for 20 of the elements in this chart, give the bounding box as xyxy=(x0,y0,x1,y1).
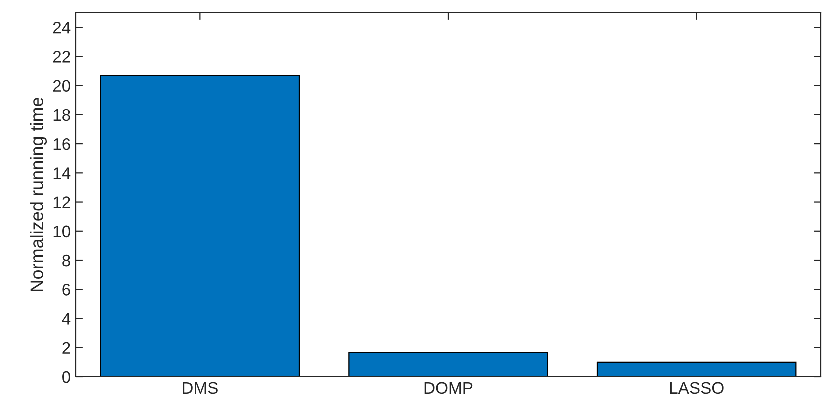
bar xyxy=(100,75,300,377)
x-tick-label: DOMP xyxy=(424,382,473,394)
y-tick-label: 10 xyxy=(54,226,70,238)
y-tick-label: 0 xyxy=(62,371,70,384)
y-tick-label: 14 xyxy=(54,168,71,180)
y-tick-label: 22 xyxy=(53,51,70,63)
y-tick-label: 8 xyxy=(62,254,70,267)
y-tick-label: 12 xyxy=(54,196,70,208)
y-tick-label: 2 xyxy=(62,342,70,354)
bar xyxy=(348,352,548,377)
x-tick-label: DMS xyxy=(183,382,218,394)
y-tick-label: 4 xyxy=(62,313,71,325)
y-tick-label: 6 xyxy=(62,284,70,296)
bar xyxy=(596,362,797,377)
x-tick-label: LASSO xyxy=(670,382,724,394)
y-axis-title: Normalized running time xyxy=(30,98,48,292)
y-tick-label: 20 xyxy=(53,80,70,92)
y-tick-label: 16 xyxy=(54,138,70,150)
y-tick-label: 18 xyxy=(54,109,70,122)
y-tick-label: 24 xyxy=(53,22,71,34)
